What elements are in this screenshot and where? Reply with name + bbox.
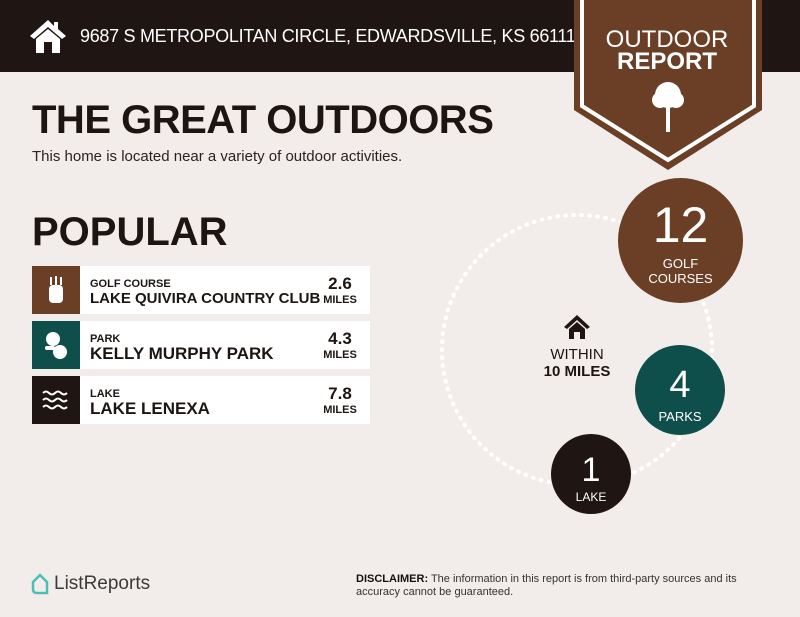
badge-line1: OUTDOOR — [605, 26, 729, 53]
badge-line2: REPORT — [616, 48, 717, 75]
page-title: THE GREAT OUTDOORS — [32, 98, 494, 142]
golf-label: GOLF — [662, 256, 699, 271]
tree-icon — [652, 82, 684, 132]
item-unit: MILES — [323, 294, 357, 306]
golf-count: 12 — [652, 197, 709, 253]
listreports-logo: ListReports — [30, 573, 150, 595]
within-radius: WITHIN 10 MILES — [527, 346, 627, 380]
parks-label: PARKS — [658, 409, 702, 424]
within-label: WITHIN — [550, 346, 604, 363]
golf-count-bubble: 12 GOLF COURSES — [618, 178, 743, 303]
golf-bag-icon — [32, 266, 80, 314]
within-distance: 10 MILES — [543, 363, 611, 380]
item-name: LAKE QUIVIRA COUNTRY CLUB — [90, 290, 321, 307]
item-name: KELLY MURPHY PARK — [90, 344, 274, 363]
item-category: GOLF COURSE — [90, 278, 171, 290]
parks-count-bubble: 4 PARKS — [635, 345, 725, 435]
item-distance: 7.8 — [328, 384, 352, 403]
list-item: GOLF COURSE LAKE QUIVIRA COUNTRY CLUB 2.… — [32, 266, 370, 314]
listreports-logo-icon — [31, 573, 49, 595]
item-name: LAKE LENEXA — [90, 399, 210, 418]
property-address: 9687 S METROPOLITAN CIRCLE, EDWARDSVILLE… — [80, 26, 576, 46]
golf-label: COURSES — [648, 271, 713, 286]
item-distance: 2.6 — [328, 274, 352, 293]
item-distance: 4.3 — [328, 329, 352, 348]
lakes-count: 1 — [581, 451, 601, 489]
lakes-count-bubble: 1 LAKE — [551, 434, 631, 514]
outdoor-report-badge — [574, 0, 762, 170]
disclaimer-label: DISCLAIMER: — [356, 573, 429, 585]
item-category: LAKE — [90, 388, 120, 400]
parks-count: 4 — [669, 364, 691, 406]
list-item: PARK KELLY MURPHY PARK 4.3 MILES — [32, 321, 370, 369]
item-category: PARK — [90, 333, 121, 345]
disclaimer: DISCLAIMER: The information in this repo… — [356, 573, 776, 599]
list-item: LAKE LAKE LENEXA 7.8 MILES — [32, 376, 370, 424]
home-icon — [30, 20, 66, 53]
trees-icon — [32, 321, 80, 369]
lakes-label: LAKE — [575, 490, 607, 504]
popular-heading: POPULAR — [32, 210, 228, 254]
home-icon — [564, 315, 590, 339]
item-unit: MILES — [323, 349, 357, 361]
waves-icon — [32, 376, 80, 424]
disclaimer-text: The information in this report is from t… — [356, 573, 737, 598]
page-subtitle: This home is located near a variety of o… — [32, 148, 403, 165]
item-unit: MILES — [323, 404, 357, 416]
brand-name: ListReports — [54, 573, 151, 594]
